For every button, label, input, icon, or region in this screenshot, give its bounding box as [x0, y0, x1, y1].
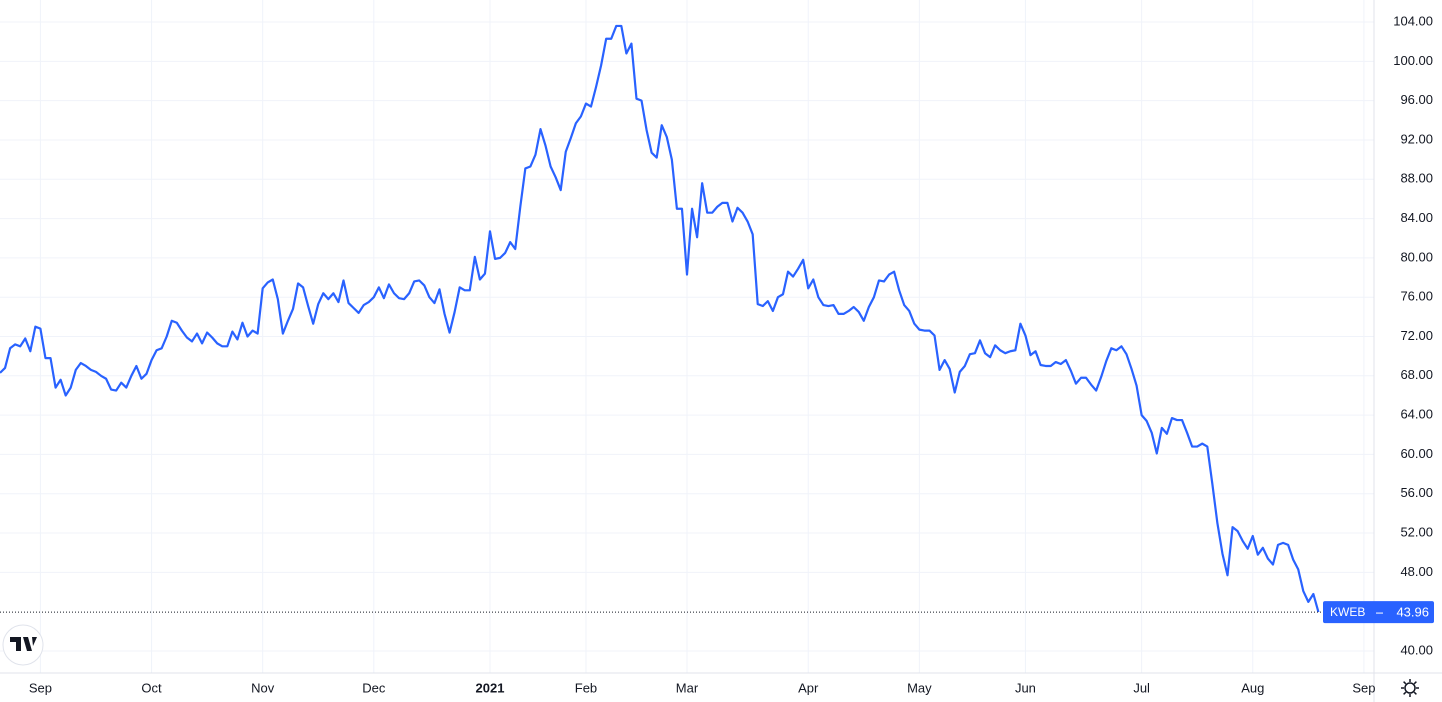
x-tick-label: Feb [575, 680, 597, 695]
y-tick-label: 48.00 [1400, 564, 1433, 579]
last-price-badge [1323, 601, 1434, 624]
price-line [0, 24, 1320, 613]
y-tick-label: 76.00 [1400, 289, 1433, 304]
x-tick-label: Dec [362, 680, 386, 695]
x-tick-label: Apr [798, 680, 819, 695]
y-tick-label: 100.00 [1393, 53, 1433, 68]
y-tick-label: 80.00 [1400, 249, 1433, 264]
y-tick-label: 72.00 [1400, 328, 1433, 343]
x-tick-label: 2021 [476, 680, 505, 695]
x-tick-label: Sep [1352, 680, 1375, 695]
y-tick-label: 52.00 [1400, 524, 1433, 539]
x-tick-label: Mar [676, 680, 699, 695]
x-tick-label: Jun [1015, 680, 1036, 695]
y-tick-label: 84.00 [1400, 210, 1433, 225]
x-tick-label: Oct [141, 680, 162, 695]
last-price-label: 43.96 [1396, 605, 1429, 620]
x-tick-label: Aug [1241, 680, 1264, 695]
x-tick-label: Sep [29, 680, 52, 695]
x-tick-label: Nov [251, 680, 275, 695]
y-tick-label: 40.00 [1400, 642, 1433, 657]
y-tick-label: 68.00 [1400, 367, 1433, 382]
settings-icon[interactable] [1401, 679, 1419, 697]
x-tick-label: May [907, 680, 932, 695]
logo [2, 624, 44, 666]
y-tick-label: 60.00 [1400, 446, 1433, 461]
y-tick-label: 64.00 [1400, 407, 1433, 422]
y-tick-label: 92.00 [1400, 131, 1433, 146]
x-tick-label: Jul [1133, 680, 1150, 695]
y-tick-label: 56.00 [1400, 485, 1433, 500]
symbol-label: KWEB [1330, 605, 1365, 619]
y-tick-label: 104.00 [1393, 13, 1433, 28]
y-tick-label: 96.00 [1400, 92, 1433, 107]
y-tick-label: 88.00 [1400, 171, 1433, 186]
grid [0, 0, 1374, 673]
